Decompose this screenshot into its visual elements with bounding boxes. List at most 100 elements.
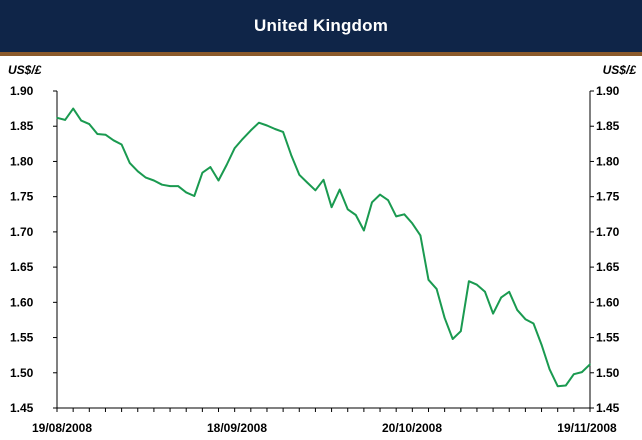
y-tick-label-left: 1.75	[10, 190, 34, 204]
data-point	[56, 117, 58, 119]
data-point	[581, 371, 583, 373]
data-point	[80, 119, 82, 122]
y-tick-label-left: 1.65	[10, 260, 34, 274]
data-point	[395, 215, 398, 218]
data-point	[233, 147, 236, 149]
y-tick-label-right: 1.80	[596, 154, 620, 168]
data-point	[64, 119, 66, 121]
data-point	[201, 171, 204, 174]
x-tick-label: 19/08/2008	[32, 421, 92, 435]
y-tick-label-right: 1.60	[596, 295, 620, 309]
data-point	[387, 199, 389, 201]
data-point	[169, 185, 171, 187]
data-point	[516, 309, 519, 311]
data-point	[177, 185, 179, 187]
data-point	[274, 128, 276, 130]
y-tick-label-left: 1.60	[10, 295, 34, 309]
data-point	[96, 133, 99, 135]
data-point	[403, 213, 406, 216]
data-point	[250, 129, 252, 132]
y-tick-label-left: 1.50	[10, 366, 34, 380]
data-point	[290, 154, 293, 156]
data-point	[468, 280, 470, 283]
data-point	[589, 363, 591, 366]
data-point	[282, 131, 284, 133]
exchange-rate-line	[56, 107, 591, 388]
data-point	[524, 318, 527, 321]
data-point	[266, 124, 268, 127]
data-point	[460, 330, 462, 333]
y-tick-label-left: 1.70	[10, 225, 34, 239]
chart-series	[56, 107, 591, 388]
data-point	[476, 283, 478, 286]
data-point	[419, 234, 422, 237]
data-point	[346, 208, 349, 211]
data-point	[217, 179, 220, 182]
y-tick-label-right: 1.75	[596, 190, 620, 204]
data-point	[153, 179, 155, 182]
data-point	[363, 229, 365, 232]
chart-title: United Kingdom	[253, 16, 389, 35]
left-axis-unit: US$/£	[8, 63, 42, 77]
data-point	[532, 322, 535, 325]
data-point	[435, 288, 438, 290]
chart-ticks	[53, 90, 594, 412]
data-point	[411, 222, 414, 225]
y-tick-label-right: 1.45	[596, 401, 620, 415]
data-point	[104, 133, 107, 136]
data-point	[322, 179, 325, 181]
data-point	[371, 201, 373, 204]
data-point	[137, 170, 139, 173]
chart-title-bar: United Kingdom	[0, 0, 642, 56]
data-point	[355, 214, 357, 216]
data-point	[540, 343, 543, 346]
y-tick-label-right: 1.70	[596, 225, 620, 239]
y-tick-label-left: 1.90	[10, 84, 34, 98]
data-point	[427, 279, 430, 281]
data-point	[298, 174, 301, 176]
data-point	[193, 195, 196, 197]
data-point	[306, 181, 309, 184]
x-tick-label: 18/09/2008	[207, 421, 267, 435]
data-point	[161, 183, 163, 186]
y-tick-label-left: 1.85	[10, 119, 34, 133]
y-tick-label-left: 1.45	[10, 401, 34, 415]
data-point	[338, 188, 341, 191]
data-point	[548, 368, 551, 371]
data-point	[492, 312, 494, 315]
data-point	[241, 138, 244, 140]
data-point	[451, 338, 454, 340]
data-point	[508, 291, 511, 293]
data-point	[72, 107, 74, 110]
data-point	[330, 206, 333, 208]
x-tick-label: 19/11/2008	[557, 421, 617, 435]
data-point	[565, 384, 567, 387]
data-point	[120, 143, 123, 146]
data-point	[258, 121, 260, 124]
y-tick-label-left: 1.80	[10, 154, 34, 168]
data-point	[112, 139, 115, 142]
chart-axes	[56, 91, 591, 409]
y-tick-label-right: 1.50	[596, 366, 620, 380]
data-point	[128, 162, 131, 164]
data-point	[314, 189, 317, 192]
data-point	[573, 373, 575, 376]
data-point	[185, 191, 187, 194]
y-tick-label-right: 1.85	[596, 119, 620, 133]
data-point	[225, 164, 228, 166]
data-point	[443, 317, 446, 319]
y-tick-label-right: 1.90	[596, 84, 620, 98]
y-tick-label-right: 1.65	[596, 260, 620, 274]
data-point	[500, 296, 503, 299]
data-point	[484, 291, 486, 293]
data-point	[145, 176, 147, 179]
y-tick-label-left: 1.55	[10, 331, 34, 345]
data-point	[88, 123, 91, 125]
data-point	[556, 385, 559, 388]
chart-tick-labels: 1.90 1.90 1.85 1.85 1.80 1.80 1.75 1.75 1.70 1.70…	[10, 84, 620, 435]
data-point	[379, 193, 381, 196]
right-axis-unit: US$/£	[602, 63, 636, 77]
x-tick-label: 20/10/2008	[382, 421, 442, 435]
data-point	[209, 166, 212, 168]
